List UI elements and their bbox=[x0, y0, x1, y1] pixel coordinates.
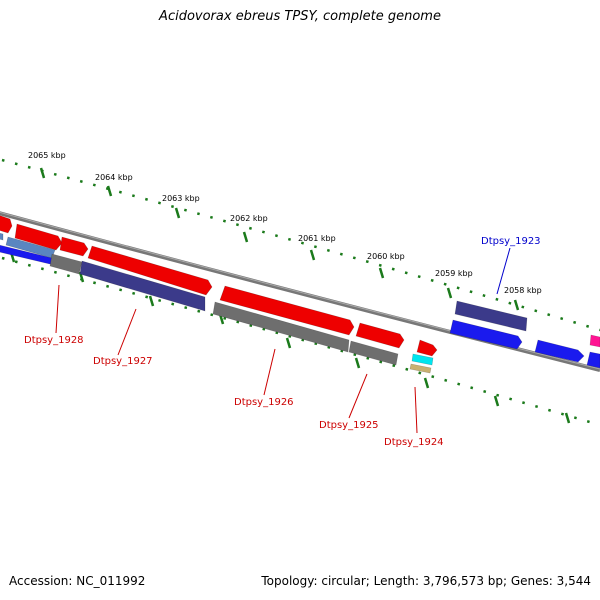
leader-line-0 bbox=[55, 284, 60, 334]
gene-label-1[interactable]: Dtpsy_1927 bbox=[93, 356, 153, 367]
gene-label-4[interactable]: Dtpsy_1924 bbox=[384, 437, 444, 448]
outer-tick-0 bbox=[39, 167, 46, 179]
map-title: Acidovorax ebreus TPSY, complete genome bbox=[159, 9, 441, 24]
leader-line-3 bbox=[348, 373, 368, 419]
gene-feature-8 bbox=[454, 300, 528, 332]
scale-label-3: 2062 kbp bbox=[230, 214, 268, 223]
accession-text: Accession: NC_011992 bbox=[9, 574, 146, 588]
scale-label-5: 2060 kbp bbox=[367, 252, 405, 261]
inner-tick-5 bbox=[354, 357, 361, 369]
gene-feature-19 bbox=[411, 353, 434, 366]
gene-feature-5 bbox=[355, 322, 405, 349]
inner-tick-4 bbox=[285, 337, 292, 349]
gene-labels: Dtpsy_1928 Dtpsy_1927 Dtpsy_1926 Dtpsy_1925… bbox=[24, 236, 541, 448]
scale-label-2: 2063 kbp bbox=[162, 194, 200, 203]
outer-tick-3 bbox=[242, 231, 249, 243]
gene-feature-11 bbox=[586, 351, 600, 369]
gene-feature-17 bbox=[212, 301, 350, 353]
outer-tick-6 bbox=[446, 287, 453, 299]
gene-label-0[interactable]: Dtpsy_1928 bbox=[24, 335, 84, 346]
gene-feature-14 bbox=[0, 232, 4, 241]
gene-feature-6 bbox=[416, 339, 438, 357]
outer-scale-ticks bbox=[39, 167, 571, 424]
scale-label-1: 2064 kbp bbox=[95, 173, 133, 182]
scale-label-0: 2065 kbp bbox=[28, 151, 66, 160]
leader-line-2 bbox=[263, 348, 276, 396]
scale-label-6: 2059 kbp bbox=[435, 269, 473, 278]
gene-feature-1 bbox=[14, 223, 63, 251]
scale-label-4: 2061 kbp bbox=[298, 234, 336, 243]
inner-tick-7 bbox=[493, 395, 500, 407]
gene-feature-13 bbox=[589, 334, 600, 348]
gene-features bbox=[0, 215, 600, 374]
gene-feature-4 bbox=[219, 285, 355, 336]
leader-line-4 bbox=[414, 386, 418, 434]
gene-label-3[interactable]: Dtpsy_1925 bbox=[319, 420, 379, 431]
gene-label-2[interactable]: Dtpsy_1926 bbox=[234, 397, 294, 408]
gene-feature-0 bbox=[0, 215, 13, 234]
gene-feature-18 bbox=[348, 340, 399, 366]
gene-feature-20 bbox=[409, 363, 432, 374]
gene-feature-16 bbox=[49, 253, 83, 275]
outer-tick-7 bbox=[513, 299, 520, 311]
outer-tick-4 bbox=[309, 249, 316, 261]
gene-feature-2 bbox=[59, 236, 89, 257]
gene-label-5[interactable]: Dtpsy_1923 bbox=[481, 236, 541, 247]
leader-line-1 bbox=[117, 308, 137, 356]
gene-feature-3 bbox=[87, 245, 213, 296]
gene-feature-10 bbox=[534, 339, 585, 363]
outer-tick-5 bbox=[378, 267, 385, 279]
inner-tick-2 bbox=[148, 295, 155, 307]
inner-tick-6 bbox=[423, 377, 430, 389]
genome-summary-text: Topology: circular; Length: 3,796,573 bp… bbox=[261, 574, 591, 588]
outer-tick-8 bbox=[564, 412, 571, 424]
gene-feature-9 bbox=[449, 319, 523, 350]
scale-label-7: 2058 kbp bbox=[504, 286, 542, 295]
outer-tick-2 bbox=[174, 207, 181, 219]
leader-line-5 bbox=[496, 247, 511, 295]
outer-tick-1 bbox=[106, 185, 113, 197]
gene-feature-7 bbox=[79, 260, 206, 312]
gene-label-leaders bbox=[55, 247, 511, 434]
scale-labels: 2065 kbp 2064 kbp 2063 kbp 2062 kbp 2061 kbp… bbox=[28, 151, 542, 295]
